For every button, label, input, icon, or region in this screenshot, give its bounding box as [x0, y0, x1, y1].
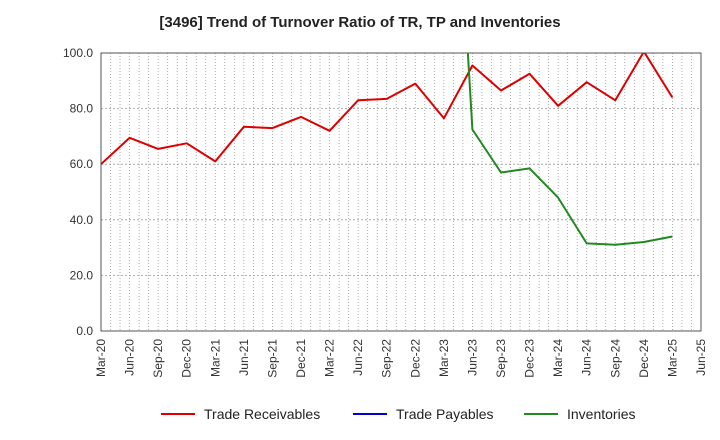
- y-tick-labels: 0.0 20.0 40.0 60.0 80.0 100.0: [63, 46, 93, 338]
- x-tick-label: Dec-21: [294, 339, 308, 378]
- legend-label-trade-receivables: Trade Receivables: [204, 406, 320, 422]
- x-tick-label: Sep-21: [265, 339, 279, 378]
- legend: Trade Receivables Trade Payables Inventori…: [161, 406, 635, 422]
- x-tick-label: Jun-23: [465, 339, 479, 376]
- x-tick-label: Mar-25: [665, 339, 679, 377]
- x-tick-label: Sep-23: [494, 339, 508, 378]
- x-tick-label: Sep-22: [380, 339, 394, 378]
- x-tick-label: Mar-24: [551, 339, 565, 377]
- grid-lines: [100, 52, 702, 332]
- x-tick-label: Jun-20: [123, 339, 137, 376]
- legend-label-inventories: Inventories: [567, 406, 635, 422]
- x-tick-label: Jun-21: [237, 339, 251, 376]
- chart-title: [3496] Trend of Turnover Ratio of TR, TP…: [159, 14, 561, 31]
- x-tick-label: Dec-24: [637, 339, 651, 378]
- axes: [100, 52, 702, 332]
- plot-frame: [100, 52, 702, 332]
- x-tick-label: Jun-25: [694, 339, 708, 376]
- x-tick-label: Dec-20: [180, 339, 194, 378]
- x-tick-labels: Mar-20 Jun-20 Sep-20 Dec-20 Mar-21 Jun-21 Sep-…: [94, 339, 708, 378]
- x-tick-label: Dec-23: [523, 339, 537, 378]
- x-tick-label: Mar-23: [437, 339, 451, 377]
- series-lines: [101, 53, 674, 246]
- x-tick-label: Jun-24: [580, 339, 594, 376]
- x-tick-label: Sep-24: [608, 339, 622, 378]
- y-tick-label: 100.0: [63, 46, 93, 60]
- x-tick-label: Sep-20: [151, 339, 165, 378]
- legend-label-trade-payables: Trade Payables: [396, 406, 494, 422]
- x-tick-label: Mar-21: [208, 339, 222, 377]
- x-tick-label: Mar-20: [94, 339, 108, 377]
- y-tick-label: 0.0: [76, 324, 93, 338]
- y-tick-label: 80.0: [70, 102, 94, 116]
- y-tick-label: 40.0: [70, 213, 94, 227]
- x-tick-label: Dec-22: [408, 339, 422, 378]
- x-tick-label: Mar-22: [323, 339, 337, 377]
- x-tick-label: Jun-22: [351, 339, 365, 376]
- y-tick-label: 60.0: [70, 157, 94, 171]
- y-tick-label: 20.0: [70, 268, 94, 282]
